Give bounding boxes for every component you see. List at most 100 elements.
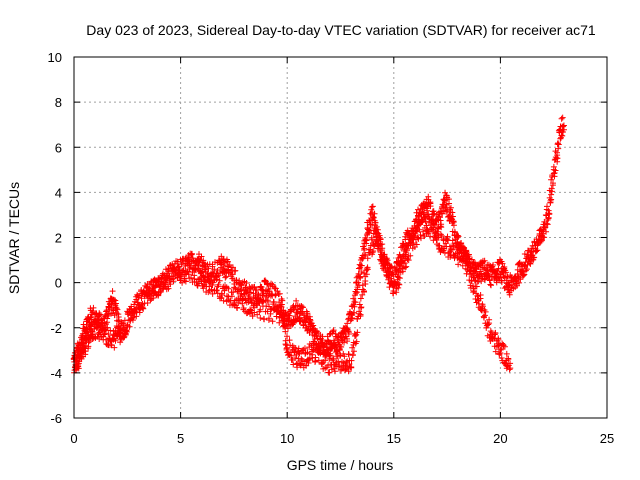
- y-tick-label: -4: [50, 366, 62, 381]
- data-point: [405, 257, 412, 264]
- data-point: [455, 233, 462, 240]
- data-point: [527, 260, 534, 267]
- data-point: [371, 210, 378, 217]
- data-point: [455, 261, 462, 268]
- data-point: [376, 234, 383, 241]
- data-point: [504, 273, 511, 280]
- data-point: [485, 321, 492, 328]
- data-point: [83, 336, 90, 343]
- data-point: [143, 283, 150, 290]
- data-point: [450, 218, 457, 225]
- data-point: [117, 339, 124, 346]
- data-point: [390, 290, 397, 297]
- y-tick-label: 8: [55, 95, 62, 110]
- data-point: [213, 276, 220, 283]
- data-point: [260, 315, 267, 322]
- data-point: [120, 320, 127, 327]
- data-point: [290, 361, 297, 368]
- data-point: [305, 359, 312, 366]
- data-point: [299, 304, 306, 311]
- data-point: [354, 329, 361, 336]
- data-point: [377, 235, 384, 242]
- data-point: [335, 339, 342, 346]
- data-point: [112, 297, 119, 304]
- data-point: [198, 278, 205, 285]
- data-point: [523, 266, 530, 273]
- data-point: [357, 295, 364, 302]
- data-point: [304, 310, 311, 317]
- x-tick-label: 0: [70, 431, 77, 446]
- data-point: [188, 274, 195, 281]
- data-point: [298, 303, 305, 310]
- data-point: [506, 366, 513, 373]
- data-point: [548, 176, 555, 183]
- data-point: [297, 361, 304, 368]
- data-point: [302, 319, 309, 326]
- data-point: [369, 203, 376, 210]
- data-point: [495, 342, 502, 349]
- data-point: [201, 266, 208, 273]
- data-point: [377, 241, 384, 248]
- data-point: [209, 290, 216, 297]
- data-point: [479, 301, 486, 308]
- y-tick-label: 0: [55, 276, 62, 291]
- data-point: [386, 265, 393, 272]
- data-point: [257, 314, 264, 321]
- data-point: [492, 329, 499, 336]
- data-point: [303, 314, 310, 321]
- data-point: [203, 279, 210, 286]
- data-point: [281, 322, 288, 329]
- data-point: [486, 277, 493, 284]
- data-point: [264, 308, 271, 315]
- data-point: [165, 268, 172, 275]
- data-point: [167, 275, 174, 282]
- data-point: [494, 343, 501, 350]
- data-point: [82, 348, 89, 355]
- data-point: [189, 250, 196, 257]
- data-point: [121, 333, 128, 340]
- data-point: [287, 342, 294, 349]
- data-point: [298, 308, 305, 315]
- data-point: [200, 285, 207, 292]
- data-point: [501, 343, 508, 350]
- data-point: [349, 352, 356, 359]
- data-point: [508, 281, 515, 288]
- data-point: [521, 263, 528, 270]
- data-point: [554, 140, 561, 147]
- data-point: [426, 213, 433, 220]
- data-point: [501, 274, 508, 281]
- data-point: [432, 227, 439, 234]
- y-tick-label: -2: [50, 321, 62, 336]
- data-point: [492, 348, 499, 355]
- data-point: [104, 319, 111, 326]
- data-point: [225, 285, 232, 292]
- data-point: [274, 308, 281, 315]
- data-point: [555, 145, 562, 152]
- data-point: [307, 316, 314, 323]
- data-point: [344, 320, 351, 327]
- data-point: [381, 253, 388, 260]
- data-point: [407, 252, 414, 259]
- data-point: [330, 328, 337, 335]
- data-point: [240, 305, 247, 312]
- data-point: [362, 280, 369, 287]
- data-point: [211, 266, 218, 273]
- data-point: [309, 354, 316, 361]
- data-point: [286, 337, 293, 344]
- data-point: [301, 345, 308, 352]
- data-point: [358, 262, 365, 269]
- x-tick-label: 10: [280, 431, 294, 446]
- data-point: [264, 281, 271, 288]
- data-point: [481, 312, 488, 319]
- data-point: [427, 199, 434, 206]
- data-point: [320, 359, 327, 366]
- data-point: [140, 305, 147, 312]
- data-point: [387, 280, 394, 287]
- data-point: [336, 347, 343, 354]
- data-point: [277, 303, 284, 310]
- chart-title: Day 023 of 2023, Sidereal Day-to-day VTE…: [86, 22, 596, 38]
- data-point: [249, 299, 256, 306]
- data-point: [214, 273, 221, 280]
- data-point: [521, 271, 528, 278]
